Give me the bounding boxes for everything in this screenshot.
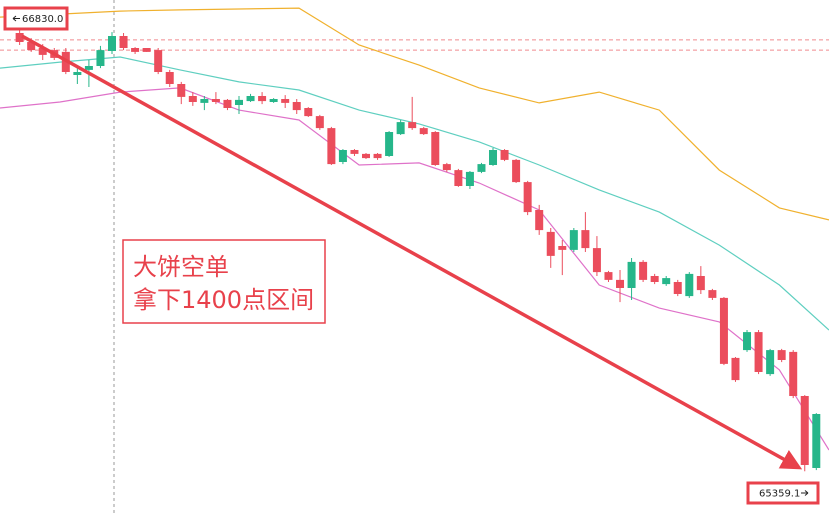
candle-body: [500, 149, 509, 160]
candle-body: [281, 98, 290, 103]
candle-body: [523, 182, 532, 213]
candle-body: [223, 99, 232, 108]
candle-body: [812, 413, 821, 468]
candle-body: [604, 272, 613, 280]
candle-body: [754, 332, 763, 372]
band-line: [0, 7, 829, 221]
candle-body: [731, 357, 740, 381]
candle-body: [477, 164, 486, 172]
candle-body: [235, 99, 244, 105]
candle-body: [315, 116, 324, 129]
marker-box: [3, 6, 69, 31]
candle-body: [708, 290, 717, 298]
candle-body: [258, 95, 267, 102]
candle-body: [535, 209, 544, 231]
candle-body: [454, 170, 463, 186]
candle-body: [639, 261, 648, 280]
annotation-box: [122, 239, 326, 324]
candle-body: [581, 230, 590, 249]
candle-body: [84, 65, 93, 70]
annotation-line: 大饼空单: [133, 253, 229, 281]
band-line: [0, 87, 829, 451]
candle-body: [431, 131, 440, 165]
candle-body: [465, 171, 474, 186]
candle-body: [408, 122, 417, 129]
candle-body: [338, 149, 347, 162]
candle-body: [177, 83, 186, 97]
annotation-line: 拿下1400点区间: [133, 286, 314, 314]
candle-body: [131, 47, 140, 52]
candle-body: [188, 95, 197, 102]
marker-arrow: [801, 490, 809, 496]
candle-body: [373, 153, 382, 159]
candle-body: [73, 71, 82, 75]
candle-body: [304, 107, 313, 117]
candle-body: [200, 98, 209, 103]
candle-body: [569, 230, 578, 250]
candle-body: [419, 128, 428, 135]
marker-arrow: [12, 15, 20, 22]
candle-body: [142, 47, 151, 52]
candle-body: [269, 98, 278, 102]
candle-body: [292, 101, 301, 111]
price-marker: 65359.1: [759, 489, 800, 500]
trend-arrow: [21, 34, 803, 470]
candle-body: [616, 279, 625, 288]
candle-body: [327, 128, 336, 165]
candle-body: [489, 149, 498, 165]
candle-body: [800, 395, 809, 465]
candle-body: [650, 275, 659, 282]
candle-body: [211, 98, 220, 102]
candle-body: [696, 275, 705, 291]
candle-body: [789, 351, 798, 396]
candle-body: [777, 350, 786, 360]
candle-body: [627, 261, 636, 288]
candle-body: [442, 164, 451, 171]
band-line: [0, 56, 829, 331]
candle-body: [662, 278, 671, 285]
candle-body: [165, 71, 174, 84]
candle-body: [15, 32, 24, 42]
candle-body: [107, 35, 116, 51]
candle-body: [592, 248, 601, 273]
candle-body: [673, 281, 682, 294]
marker-box: [746, 481, 820, 505]
candle-body: [119, 35, 128, 48]
price-marker: 66830.0: [22, 14, 63, 25]
candle-body: [743, 332, 752, 351]
candle-body: [396, 122, 405, 135]
candle-body: [558, 245, 567, 250]
candle-body: [27, 41, 36, 51]
candle-body: [685, 273, 694, 297]
candle-body: [38, 47, 47, 55]
candle-body: [96, 50, 105, 66]
candle-body: [766, 350, 775, 375]
candle-body: [350, 149, 359, 154]
candle-body: [546, 231, 555, 256]
candle-body: [512, 159, 521, 183]
candle-body: [385, 131, 394, 156]
candle-body: [154, 50, 163, 72]
candle-body: [719, 297, 728, 364]
candle-body: [246, 95, 255, 102]
candle-body: [362, 153, 371, 159]
